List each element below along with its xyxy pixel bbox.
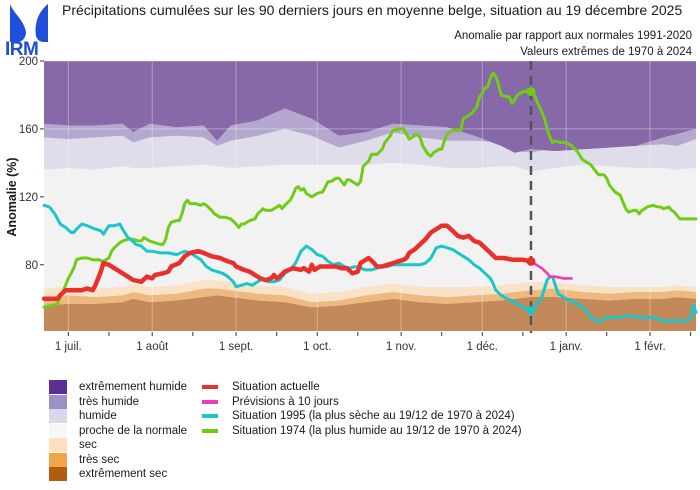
legend-label: très humide	[79, 395, 140, 408]
band-extremement-sec	[44, 295, 696, 331]
current-marker-1995	[526, 306, 536, 316]
band-humide	[44, 128, 696, 172]
x-tick-label: 1 févr.	[634, 341, 665, 353]
band-sec	[44, 280, 696, 303]
legend-swatch	[49, 438, 67, 453]
y-tick-label: 200	[19, 56, 38, 68]
chart-subtitle-normals: Anomalie par rapport aux normales 1991-2…	[454, 30, 692, 42]
band-normale	[44, 162, 696, 294]
legend-item-band: extrêmement sec	[49, 467, 187, 482]
series-line-1974	[42, 71, 698, 309]
legend-line-swatch	[202, 385, 218, 390]
legend-label: sec	[79, 439, 97, 452]
series-line-previsions	[529, 260, 573, 280]
legend-item-line: Situation actuelle	[200, 380, 522, 395]
irm-logo-icon	[10, 4, 48, 42]
legend-label: très sec	[79, 453, 120, 466]
legend-label: extrêmement sec	[79, 468, 168, 481]
legend-label: Prévisions à 10 jours	[232, 395, 339, 408]
legend-swatch	[49, 409, 67, 424]
y-tick-label: 80	[25, 260, 38, 272]
y-tick-label: 160	[19, 124, 38, 136]
legend-line-swatch	[202, 414, 218, 419]
legend-item-band: sec	[49, 438, 187, 453]
legend-bands: extrêmement humide très humide humide proch…	[49, 380, 187, 482]
legend-label: Situation 1974 (la plus humide au 19/12 …	[232, 424, 522, 437]
x-tick-label: 1 juil.	[55, 341, 82, 353]
series-line-1995	[42, 203, 698, 323]
legend-lines: Situation actuelle Prévisions à 10 jours S…	[200, 380, 522, 438]
band-tres-humide	[44, 108, 696, 153]
legend-swatch	[49, 423, 67, 438]
x-tick-label: 1 janv.	[550, 341, 583, 353]
legend-item-line: Situation 1995 (la plus sèche au 19/12 d…	[200, 409, 522, 424]
y-tick-label: 120	[19, 192, 38, 204]
legend-item-band: humide	[49, 409, 187, 424]
x-tick-label: 1 août	[136, 341, 169, 353]
precipitation-anomaly-chart: 80 120 160 200 1 juil. 1 août 1 sept. 1 oct. 1 n…	[5, 56, 698, 353]
series-line-actuelle	[41, 223, 534, 301]
current-marker-actuelle	[526, 256, 536, 266]
legend-line-swatch	[202, 428, 218, 433]
legend-swatch	[49, 467, 67, 482]
y-axis-label: Anomalie (%)	[5, 157, 19, 236]
legend-label: proche de la normale	[79, 424, 188, 437]
band-extremement-humide	[44, 61, 696, 153]
band-tres-sec	[44, 288, 696, 308]
x-tick-label: 1 oct.	[303, 341, 331, 353]
climate-bands	[44, 61, 696, 331]
chart-title: Précipitations cumulées sur les 90 derni…	[62, 2, 683, 18]
x-tick-label: 1 sept.	[219, 341, 254, 353]
legend-item-band: extrêmement humide	[49, 380, 187, 395]
legend-item-line: Situation 1974 (la plus humide au 19/12 …	[200, 424, 522, 439]
legend-item-band: très sec	[49, 452, 187, 468]
legend-label: Situation 1995 (la plus sèche au 19/12 d…	[232, 410, 515, 423]
x-tick-label: 1 nov.	[386, 341, 416, 353]
legend-line-swatch	[202, 399, 218, 404]
legend-item-band: proche de la normale	[49, 423, 188, 439]
legend-item-band: très humide	[49, 394, 187, 410]
grid-lines	[44, 60, 696, 331]
legend-label: Situation actuelle	[232, 381, 320, 394]
series-lines	[41, 61, 698, 333]
legend-swatch	[49, 380, 67, 395]
x-tick-label: 1 déc.	[467, 341, 498, 353]
legend-swatch	[49, 452, 67, 467]
logo-text: IRM	[5, 39, 39, 60]
axes: 80 120 160 200 1 juil. 1 août 1 sept. 1 oct. 1 n…	[19, 56, 692, 353]
legend-item-line: Prévisions à 10 jours	[200, 395, 522, 410]
current-marker-1974	[526, 87, 536, 97]
legend-label: humide	[79, 410, 117, 423]
chart-subtitle-extremes: Valeurs extrêmes de 1970 à 2024	[520, 46, 692, 58]
legend-swatch	[49, 394, 67, 409]
legend-label: extrêmement humide	[79, 381, 188, 394]
